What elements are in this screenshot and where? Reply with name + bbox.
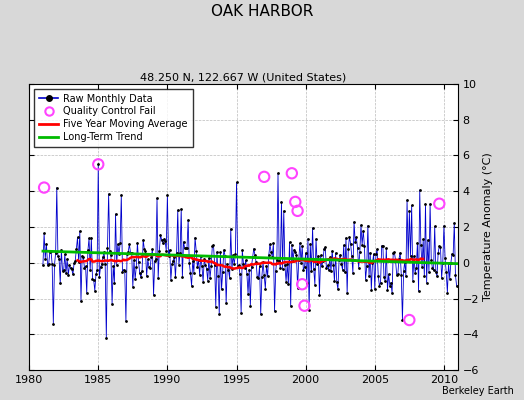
Point [435, 200, 443, 207]
Text: Berkeley Earth: Berkeley Earth [442, 386, 514, 396]
Point [298, 281, 307, 288]
Point [94, 161, 103, 168]
Text: OAK HARBOR: OAK HARBOR [211, 4, 313, 19]
Point [288, 170, 296, 176]
Point [300, 302, 309, 309]
Y-axis label: Temperature Anomaly (°C): Temperature Anomaly (°C) [483, 152, 493, 301]
Point [291, 199, 300, 205]
Title: 48.250 N, 122.667 W (United States): 48.250 N, 122.667 W (United States) [140, 73, 346, 83]
Legend: Raw Monthly Data, Quality Control Fail, Five Year Moving Average, Long-Term Tren: Raw Monthly Data, Quality Control Fail, … [34, 89, 192, 147]
Point [405, 317, 413, 323]
Point [260, 174, 268, 180]
Point [40, 184, 48, 191]
Point [293, 208, 302, 214]
